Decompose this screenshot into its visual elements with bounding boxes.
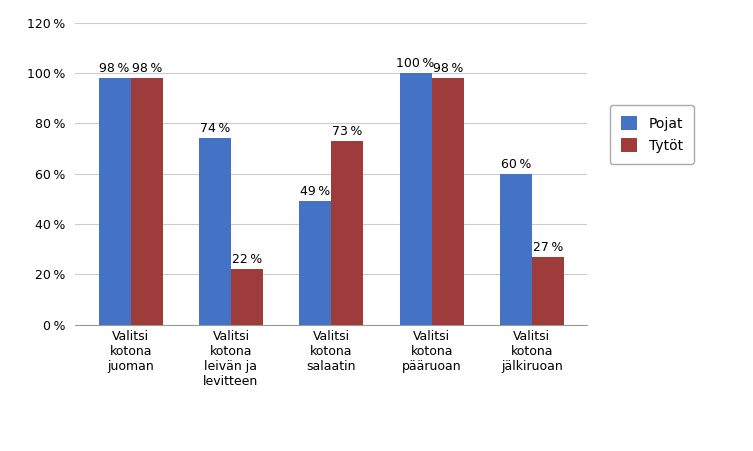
Text: 27 %: 27 %: [533, 241, 563, 254]
Text: 98 %: 98 %: [432, 62, 463, 75]
Bar: [500, 174, 532, 325]
Text: 100 %: 100 %: [396, 57, 434, 70]
Text: 60 %: 60 %: [501, 157, 531, 170]
Bar: [99, 78, 131, 325]
Bar: [299, 201, 331, 325]
Legend: Pojat, Tytöt: Pojat, Tytöt: [610, 105, 694, 164]
Bar: [199, 138, 231, 325]
Bar: [431, 78, 464, 325]
Text: 74 %: 74 %: [200, 122, 230, 135]
Text: 98 %: 98 %: [132, 62, 162, 75]
Text: 98 %: 98 %: [99, 62, 130, 75]
Bar: [331, 141, 364, 325]
Text: 22 %: 22 %: [232, 253, 262, 266]
Text: 73 %: 73 %: [332, 125, 362, 138]
Bar: [231, 269, 263, 325]
Text: 49 %: 49 %: [300, 185, 331, 198]
Bar: [400, 73, 431, 325]
Bar: [131, 78, 163, 325]
Bar: [532, 257, 564, 325]
